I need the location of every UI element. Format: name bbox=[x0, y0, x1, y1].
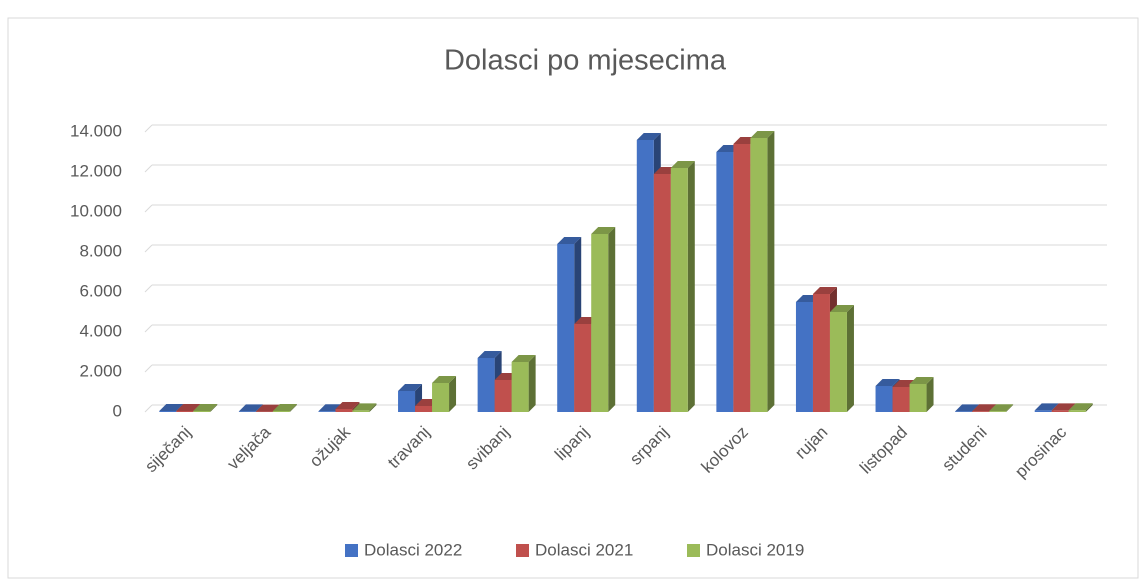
bar-side bbox=[528, 355, 536, 412]
bar bbox=[733, 144, 751, 412]
bar-side bbox=[767, 131, 775, 412]
bar-side bbox=[687, 161, 695, 412]
bar-top bbox=[875, 379, 900, 386]
legend-swatch bbox=[345, 544, 358, 557]
bar-side bbox=[1085, 403, 1093, 412]
bar bbox=[812, 294, 830, 412]
bar bbox=[432, 383, 450, 412]
legend-label: Dolasci 2019 bbox=[706, 540, 804, 559]
y-tick-label: 0 bbox=[113, 401, 122, 420]
bar bbox=[989, 411, 1007, 412]
bar bbox=[636, 140, 654, 412]
bar bbox=[892, 387, 910, 412]
y-tick-label: 2.000 bbox=[79, 361, 122, 380]
bar-top bbox=[159, 404, 184, 411]
bar bbox=[972, 411, 990, 412]
bar-top bbox=[557, 237, 582, 244]
bar bbox=[716, 152, 734, 412]
bar-side bbox=[289, 404, 297, 412]
legend-label: Dolasci 2021 bbox=[535, 540, 633, 559]
bar-top bbox=[193, 404, 218, 411]
bar-top bbox=[591, 227, 616, 234]
bar bbox=[272, 411, 290, 412]
bar-top bbox=[511, 355, 536, 362]
bar bbox=[398, 391, 416, 412]
y-tick-label: 6.000 bbox=[79, 281, 122, 300]
grid-line bbox=[144, 244, 153, 253]
bar-side bbox=[1006, 404, 1014, 412]
bar bbox=[238, 411, 256, 412]
bar-top bbox=[812, 287, 837, 294]
y-tick-label: 14.000 bbox=[70, 121, 122, 140]
bar bbox=[955, 411, 973, 412]
bar-top bbox=[176, 404, 201, 411]
bar-top bbox=[432, 376, 457, 383]
bar-top bbox=[272, 404, 297, 411]
bar bbox=[829, 312, 847, 412]
y-tick-label: 10.000 bbox=[70, 201, 122, 220]
bar bbox=[1051, 410, 1069, 412]
bar bbox=[670, 168, 688, 412]
bar-top bbox=[955, 404, 980, 412]
bar bbox=[750, 138, 768, 412]
grid-line bbox=[144, 364, 153, 373]
bar bbox=[193, 411, 211, 412]
bar-side bbox=[210, 404, 218, 412]
bar bbox=[511, 362, 529, 412]
bar-top bbox=[477, 351, 502, 358]
bar-top bbox=[636, 133, 661, 140]
bar-top bbox=[909, 377, 934, 384]
legend-swatch bbox=[687, 544, 700, 557]
bar bbox=[591, 234, 609, 412]
y-tick-label: 4.000 bbox=[79, 321, 122, 340]
bar-top bbox=[750, 131, 775, 138]
chart-title: Dolasci po mjesecima bbox=[444, 45, 727, 77]
bar bbox=[1034, 410, 1052, 412]
bar bbox=[574, 324, 592, 412]
y-tick-label: 12.000 bbox=[70, 161, 122, 180]
bar bbox=[335, 409, 353, 412]
bar-top bbox=[238, 404, 263, 412]
bar-top bbox=[335, 402, 360, 409]
bar bbox=[909, 384, 927, 412]
bar-top bbox=[352, 403, 377, 411]
bar-top bbox=[1034, 403, 1059, 411]
bar-side bbox=[608, 227, 616, 412]
bar bbox=[159, 411, 177, 412]
bar-side bbox=[846, 305, 854, 412]
bar bbox=[415, 406, 433, 412]
bar-top bbox=[398, 384, 423, 391]
legend-label: Dolasci 2022 bbox=[364, 540, 462, 559]
bar-side bbox=[449, 376, 457, 412]
legend-swatch bbox=[516, 544, 529, 557]
bar bbox=[318, 411, 336, 412]
grid-line bbox=[144, 124, 153, 133]
bar bbox=[1068, 410, 1086, 412]
grid-line bbox=[144, 324, 153, 333]
bar bbox=[653, 174, 671, 412]
grid-line bbox=[144, 204, 153, 213]
grid-line bbox=[144, 284, 153, 293]
grid-line bbox=[144, 164, 153, 173]
bar-top bbox=[670, 161, 695, 168]
bar-side bbox=[926, 377, 934, 412]
bar bbox=[352, 410, 370, 412]
bar-top bbox=[972, 404, 997, 412]
y-tick-label: 8.000 bbox=[79, 241, 122, 260]
bar-top bbox=[989, 404, 1014, 412]
bar-side bbox=[369, 403, 377, 412]
bar bbox=[557, 244, 575, 412]
bar bbox=[795, 302, 813, 412]
bar bbox=[477, 358, 495, 412]
bar bbox=[875, 386, 893, 412]
bar bbox=[176, 411, 194, 412]
bar bbox=[494, 380, 512, 412]
grid-line bbox=[144, 404, 153, 413]
bar-top bbox=[255, 404, 280, 412]
bar-top bbox=[1068, 403, 1093, 411]
bar-top bbox=[829, 305, 854, 312]
bar-top bbox=[1051, 403, 1076, 411]
